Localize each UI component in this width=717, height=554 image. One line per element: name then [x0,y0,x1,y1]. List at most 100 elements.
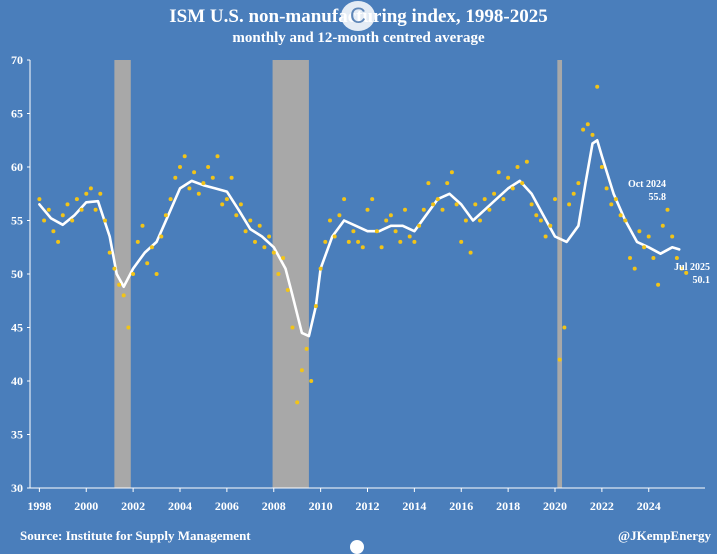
annotation-jul-2025-value: 50.1 [692,275,711,286]
monthly-point [684,270,689,275]
monthly-point [515,165,520,169]
monthly-point [440,207,445,212]
monthly-point [379,245,384,250]
monthly-point [454,202,459,207]
monthly-point [140,223,145,228]
monthly-point [426,181,431,186]
monthly-point [468,250,473,255]
x-tick-label: 2014 [402,499,426,513]
monthly-point [88,186,93,191]
monthly-point [253,239,257,244]
monthly-point [42,218,47,223]
monthly-point [660,223,665,228]
monthly-point [346,239,351,244]
monthly-point [646,234,651,239]
monthly-point [529,202,534,207]
monthly-point [524,159,529,164]
credit-handle[interactable]: @JKempEnergy [618,528,711,543]
monthly-point [182,154,187,159]
x-tick-label: 2016 [449,499,473,513]
monthly-point [557,357,562,362]
y-tick-label: 45 [11,321,23,335]
monthly-point [154,272,159,276]
monthly-point [238,202,243,207]
recession-band-3 [557,60,563,488]
x-tick-label: 2006 [215,499,239,513]
x-tick-label: 2022 [590,499,614,513]
annotation-jul-2025-label: Jul 2025 [674,262,710,273]
monthly-point [510,186,515,191]
monthly-point [229,175,234,180]
monthly-point [56,239,61,244]
monthly-point [637,229,642,234]
monthly-point [121,293,126,298]
monthly-point [117,282,122,287]
x-tick-label: 2008 [262,499,286,513]
monthly-point [590,132,595,137]
recession-band-1 [114,60,131,488]
monthly-point [478,218,482,223]
monthly-point [149,245,154,250]
annotation-oct-2024: Oct 2024 55.8 [606,178,666,204]
monthly-point [107,250,112,255]
monthly-point [487,207,492,212]
monthly-point [604,186,609,191]
monthly-point [159,234,164,239]
monthly-point [628,256,632,260]
annotation-oct-2024-value: 55.8 [648,192,667,203]
monthly-point [65,202,70,207]
y-tick-label: 70 [11,53,23,67]
monthly-point [473,202,478,207]
monthly-point [665,207,670,212]
monthly-point [145,261,150,266]
monthly-point [543,234,548,239]
x-tick-label: 2012 [356,499,380,513]
scroll-handle[interactable] [350,540,364,554]
monthly-point [131,272,136,276]
y-tick-label: 65 [11,107,23,121]
monthly-point [435,197,440,202]
monthly-point [632,266,637,271]
annotation-oct-2024-label: Oct 2024 [627,179,666,190]
monthly-point [674,256,679,260]
monthly-point [60,213,65,218]
y-tick-label: 30 [11,481,23,495]
monthly-point [309,379,314,383]
monthly-point [103,218,107,223]
x-tick-label: 2018 [496,499,520,513]
monthly-point [201,181,206,186]
monthly-point [412,239,417,244]
monthly-point [388,213,393,218]
monthly-point [318,266,323,271]
monthly-point [656,282,661,287]
monthly-point [313,304,318,309]
monthly-point [168,197,173,202]
monthly-point [323,239,328,244]
monthly-point [548,223,553,228]
monthly-point [609,202,614,207]
monthly-point [220,202,225,207]
monthly-point [449,170,454,175]
monthly-point [553,197,557,202]
x-tick-label: 2020 [543,499,567,513]
monthly-point [421,207,426,212]
monthly-point [93,207,98,212]
monthly-point [304,346,309,351]
monthly-point [585,122,590,127]
monthly-point [248,218,253,223]
monthly-point [46,207,51,212]
monthly-point [613,197,618,202]
monthly-point [332,234,337,239]
monthly-point [215,154,220,159]
monthly-point [295,400,300,405]
monthly-point [243,229,248,234]
x-tick-label: 2024 [637,499,661,513]
monthly-point [651,256,656,260]
average-line [38,139,681,338]
monthly-point [178,165,182,169]
monthly-point [679,266,684,271]
monthly-point [445,181,450,186]
monthly-point [374,229,379,234]
monthly-point [210,175,215,180]
